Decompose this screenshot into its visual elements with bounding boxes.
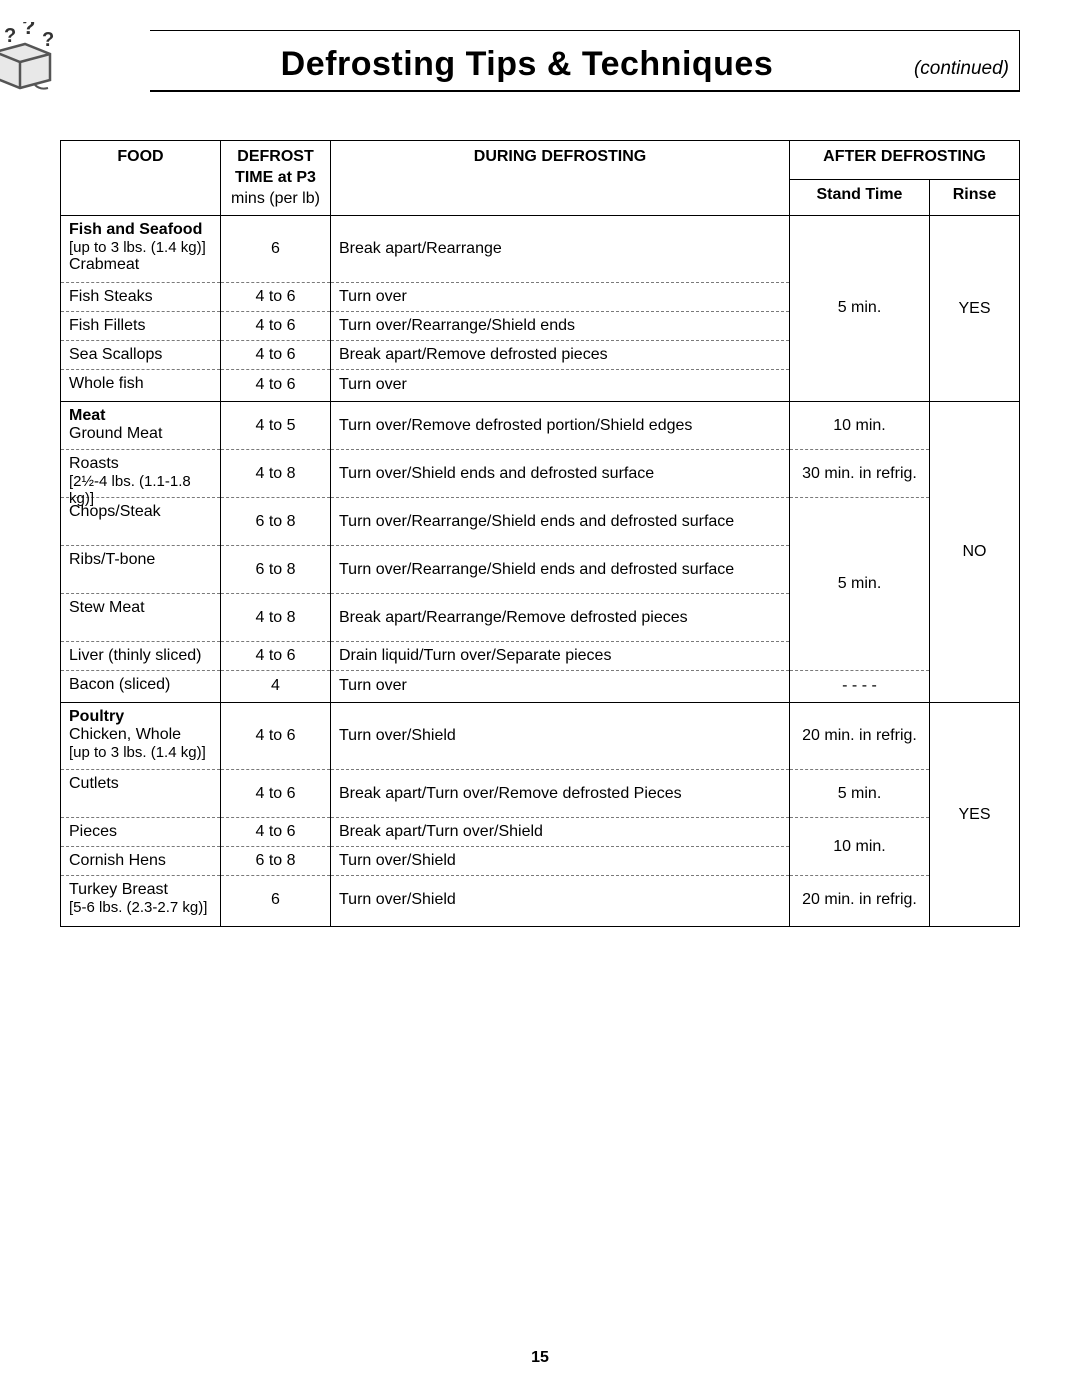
table-row: 4 to 6	[221, 370, 330, 399]
stand-time-value: 30 min. in refrig.	[790, 450, 929, 498]
table-row: Stew Meat	[61, 594, 220, 642]
table-row: Turn over/Rearrange/Shield ends and defr…	[331, 546, 789, 594]
table-row: Turn over/Shield ends and defrosted surf…	[331, 450, 789, 498]
table-row: Cutlets	[61, 770, 220, 818]
svg-text:?: ?	[22, 22, 35, 39]
table-row: 4 to 5	[221, 402, 330, 450]
continued-label: (continued)	[904, 58, 1009, 84]
table-row: Break apart/Remove defrosted pieces	[331, 341, 789, 370]
table-row: Bacon (sliced)	[61, 671, 220, 700]
table-row: 6	[221, 216, 330, 283]
table-row: 4 to 6	[221, 703, 330, 770]
table-row: MeatGround Meat	[61, 402, 220, 450]
table-row: Pieces	[61, 818, 220, 847]
table-row: Turn over/Rearrange/Shield ends	[331, 312, 789, 341]
table-row: Fish Fillets	[61, 312, 220, 341]
table-row: Turkey Breast[5-6 lbs. (2.3-2.7 kg)]	[61, 876, 220, 924]
table-row: Turn over/Rearrange/Shield ends and defr…	[331, 498, 789, 546]
table-row: 4 to 6	[221, 642, 330, 671]
table-row: 4	[221, 671, 330, 700]
table-row: Turn over/Shield	[331, 703, 789, 770]
table-row: Drain liquid/Turn over/Separate pieces	[331, 642, 789, 671]
rinse-value: YES	[931, 704, 1018, 925]
th-after: AFTER DEFROSTING	[789, 141, 1019, 180]
table-row: 4 to 6	[221, 818, 330, 847]
table-row: Break apart/Rearrange	[331, 216, 789, 283]
th-food: FOOD	[61, 141, 221, 216]
stand-time-value: 10 min.	[790, 818, 929, 876]
table-row: Cornish Hens	[61, 847, 220, 876]
page-number: 15	[0, 1349, 1080, 1367]
rinse-value: YES	[931, 217, 1018, 400]
table-row: 6 to 8	[221, 847, 330, 876]
table-row: 4 to 8	[221, 594, 330, 642]
svg-text:?: ?	[4, 25, 16, 47]
page-title: Defrosting Tips & Techniques	[150, 31, 904, 84]
table-row: Break apart/Rearrange/Remove defrosted p…	[331, 594, 789, 642]
stand-time-value: 20 min. in refrig.	[790, 703, 929, 770]
ice-cube-icon: ? ? ?	[0, 22, 65, 92]
table-row: 4 to 6	[221, 312, 330, 341]
table-row: Turn over	[331, 370, 789, 399]
stand-time-value: 5 min.	[790, 498, 929, 671]
table-row: Break apart/Turn over/Remove defrosted P…	[331, 770, 789, 818]
table-row: 6	[221, 876, 330, 924]
table-row: Fish and Seafood[up to 3 lbs. (1.4 kg)]C…	[61, 216, 220, 283]
table-row: Ribs/T-bone	[61, 546, 220, 594]
table-row: Turn over/Shield	[331, 847, 789, 876]
table-row: 4 to 8	[221, 450, 330, 498]
stand-time-value: 20 min. in refrig.	[790, 876, 929, 924]
table-row: Sea Scallops	[61, 341, 220, 370]
table-row: 4 to 6	[221, 770, 330, 818]
stand-time-value: - - - -	[790, 671, 929, 700]
th-during: DURING DEFROSTING	[331, 141, 790, 216]
table-row: Roasts[2½-4 lbs. (1.1-1.8 kg)]	[61, 450, 220, 498]
defrosting-table: FOOD DEFROST TIME at P3 mins (per lb) DU…	[60, 140, 1020, 927]
table-row: PoultryChicken, Whole[up to 3 lbs. (1.4 …	[61, 703, 220, 770]
table-row: Liver (thinly sliced)	[61, 642, 220, 671]
th-stand: Stand Time	[789, 180, 929, 216]
svg-text:?: ?	[42, 29, 54, 51]
stand-time-value: 5 min.	[790, 770, 929, 818]
table-row: 4 to 6	[221, 283, 330, 312]
table-row: 4 to 6	[221, 341, 330, 370]
table-row: Turn over/Remove defrosted portion/Shiel…	[331, 402, 789, 450]
table-row: Chops/Steak	[61, 498, 220, 546]
table-row: Whole fish	[61, 370, 220, 399]
th-defrost-time: DEFROST TIME at P3 mins (per lb)	[221, 141, 331, 216]
table-row: Turn over	[331, 283, 789, 312]
table-row: Break apart/Turn over/Shield	[331, 818, 789, 847]
table-row: 6 to 8	[221, 546, 330, 594]
stand-time-value: 10 min.	[790, 402, 929, 450]
table-row: Turn over/Shield	[331, 876, 789, 924]
rinse-value: NO	[931, 403, 1018, 701]
th-rinse: Rinse	[929, 180, 1019, 216]
table-row: Fish Steaks	[61, 283, 220, 312]
stand-time-value: 5 min.	[790, 216, 929, 399]
table-row: 6 to 8	[221, 498, 330, 546]
table-row: Turn over	[331, 671, 789, 700]
